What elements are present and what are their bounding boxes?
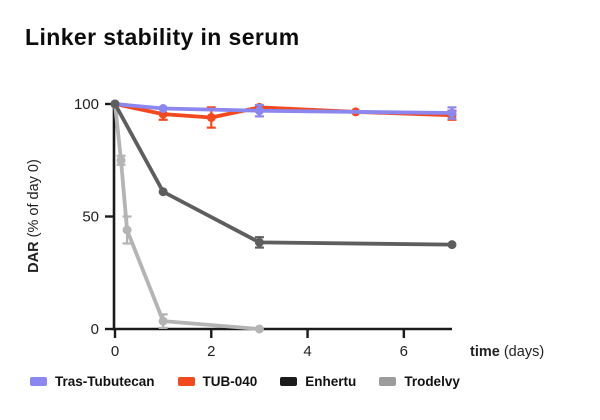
legend-swatch-trodelvy [379,377,397,386]
svg-text:time (days): time (days) [470,344,544,360]
legend-swatch-tras-tubutecan [30,377,47,386]
svg-text:100: 100 [74,96,99,113]
legend-item-tub-040: TUB-040 [177,374,258,389]
svg-text:0: 0 [91,321,99,338]
legend-item-trodelvy: Trodelvy [379,374,460,389]
svg-text:0: 0 [111,343,119,360]
legend-label-tras-tubutecan: Tras-Tubutecan [55,374,155,389]
chart-title: Linker stability in serum [25,24,300,50]
svg-text:DAR (% of day 0): DAR (% of day 0) [26,159,42,273]
legend-label-tub-040: TUB-040 [202,374,258,389]
legend: Tras-Tubutecan TUB-040 Enhertu Trodelvy [30,374,460,389]
svg-text:2: 2 [207,343,215,360]
legend-label-enhertu: Enhertu [305,374,357,389]
legend-item-enhertu: Enhertu [280,374,356,389]
legend-item-tras-tubutecan: Tras-Tubutecan [30,374,155,389]
svg-text:50: 50 [82,209,99,226]
legend-swatch-tub-040 [177,377,195,386]
plot-svg: 0 2 4 6 0 50 100 time (days) DAR (% of day 0) [26,96,544,360]
legend-label-trodelvy: Trodelvy [404,374,460,389]
svg-text:4: 4 [303,343,311,360]
svg-text:6: 6 [400,343,408,360]
legend-swatch-enhertu [280,377,298,386]
